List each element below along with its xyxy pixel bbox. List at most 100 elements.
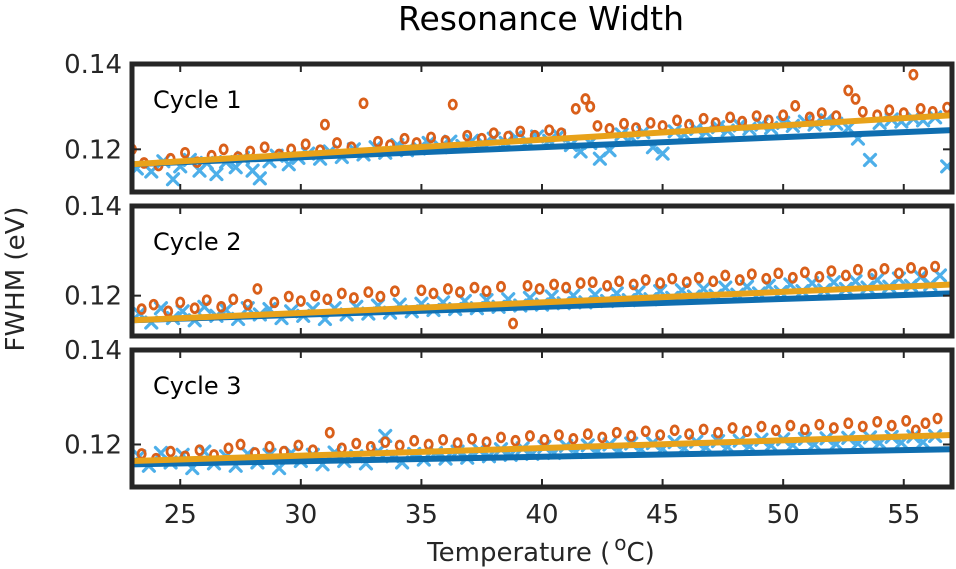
circle-marker [592, 120, 603, 132]
circle-marker [725, 111, 736, 124]
circle-marker [351, 437, 362, 450]
circle-marker [930, 260, 941, 273]
y-axis-label: FWHM (eV) [1, 207, 31, 352]
circle-marker [148, 298, 159, 311]
circle-marker [640, 425, 651, 438]
circle-marker [539, 433, 550, 446]
circle-marker [216, 301, 227, 313]
panel-cycle-1: 0.12 0.14 Cycle 1 [64, 50, 955, 195]
circle-marker [814, 418, 825, 431]
circle-marker [510, 434, 521, 447]
circle-marker [495, 431, 506, 444]
circle-marker [375, 290, 386, 303]
circle-marker [544, 124, 555, 136]
circle-marker [828, 422, 839, 434]
circle-marker [672, 114, 683, 127]
y-tick-label: 0.12 [64, 135, 122, 165]
circle-marker [582, 428, 593, 440]
cross-marker [165, 172, 181, 187]
circle-marker [906, 262, 917, 274]
circle-marker [438, 433, 449, 446]
circle-marker [790, 100, 801, 112]
plot-area [132, 260, 952, 336]
panel-cycle-3: 0.12 0.14 Cycle 3 [64, 336, 955, 490]
circle-marker [611, 426, 622, 439]
circle-marker [770, 424, 781, 437]
plot-area [132, 412, 952, 476]
circle-marker [428, 287, 439, 300]
circle-marker [756, 420, 767, 433]
circle-marker [264, 441, 275, 453]
circle-marker [201, 294, 212, 306]
circle-marker [867, 268, 878, 280]
circle-marker [773, 267, 784, 280]
circle-marker [469, 281, 480, 294]
circle-marker [857, 420, 868, 433]
circle-marker [481, 436, 492, 448]
plot-area [132, 68, 952, 187]
x-axis-label-superscript: o [614, 531, 626, 555]
circle-marker [380, 436, 391, 448]
circle-marker [720, 269, 731, 282]
circle-marker [602, 279, 613, 292]
circle-marker [235, 438, 246, 451]
circle-marker [522, 279, 533, 292]
cross-marker [209, 166, 224, 182]
circle-marker [553, 429, 564, 441]
circle-marker [481, 285, 492, 297]
circle-marker [561, 281, 572, 294]
circle-marker [908, 68, 919, 81]
circle-marker [495, 280, 506, 293]
circle-marker [785, 419, 796, 432]
circle-marker [180, 146, 191, 159]
circle-marker [336, 287, 347, 300]
y-tick-label: 0.12 [64, 282, 122, 312]
circle-marker [727, 422, 738, 434]
circle-marker [218, 143, 229, 156]
circle-marker [746, 268, 757, 280]
x-axis-label-unit: C) [627, 538, 655, 568]
circle-marker [893, 267, 904, 280]
circle-marker [669, 424, 680, 437]
circle-marker [242, 298, 253, 311]
circle-marker [920, 417, 931, 430]
circle-marker [698, 423, 709, 436]
circle-marker [348, 292, 359, 304]
x-tick-label: 40 [525, 500, 558, 530]
circle-marker [194, 444, 205, 456]
circle-marker [884, 104, 895, 116]
circle-marker [708, 275, 719, 288]
cross-marker [862, 152, 878, 168]
circle-marker [524, 430, 535, 442]
panel-label: Cycle 2 [153, 228, 242, 256]
circle-marker [713, 426, 724, 439]
circle-marker [319, 118, 330, 131]
circle-marker [932, 412, 943, 425]
circle-marker [310, 289, 321, 302]
x-tick-label: 35 [405, 500, 438, 530]
circle-marker [389, 285, 400, 297]
circle-marker [626, 430, 637, 442]
circle-marker [693, 271, 704, 284]
circle-marker [300, 138, 311, 151]
x-tick-label: 55 [887, 500, 920, 530]
circle-marker [901, 415, 912, 427]
circle-marker [742, 425, 753, 438]
x-axis-label: Temperature (oC) [426, 531, 655, 568]
circle-marker [409, 434, 420, 447]
cross-fit-line [132, 446, 952, 468]
circle-marker [918, 266, 929, 279]
circle-marker [799, 423, 810, 436]
circle-marker [640, 274, 651, 286]
circle-marker [508, 317, 519, 330]
circle-marker [587, 276, 598, 289]
circle-marker [628, 278, 639, 291]
circle-marker [426, 131, 437, 144]
circle-marker [416, 284, 427, 297]
circle-marker [852, 263, 863, 276]
circle-marker [399, 132, 410, 145]
circle-marker [915, 103, 926, 115]
circle-marker [442, 283, 453, 295]
circle-marker [269, 296, 280, 309]
